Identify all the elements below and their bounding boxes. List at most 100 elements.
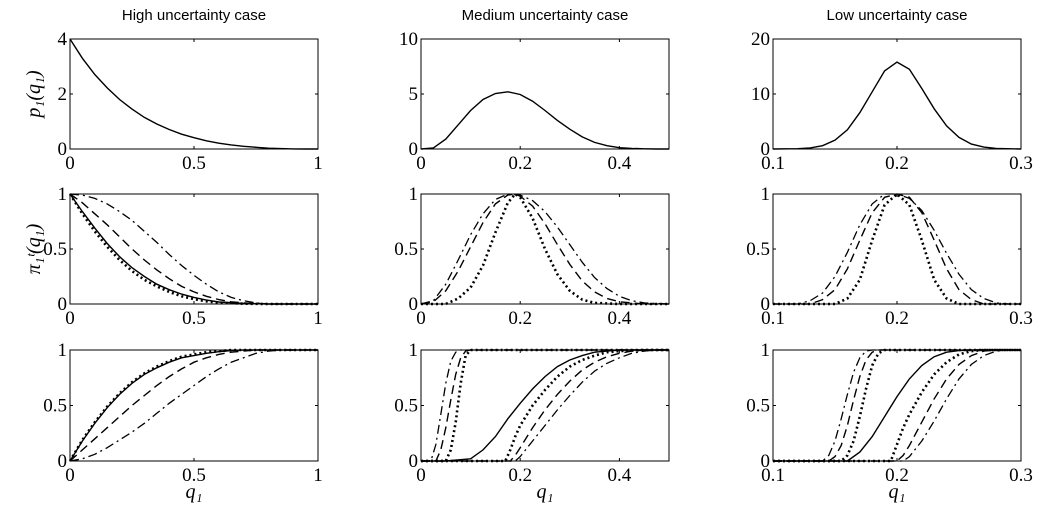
panel-row2-col1: 0 0.5 1 0 0.5 1 π₁ᵗ(q₁) [23, 184, 323, 329]
y-tick-label: 1 [409, 184, 419, 205]
panel-title: Low uncertainty case [827, 7, 968, 24]
axes-frame [69, 193, 319, 305]
y-tick-label: 0.5 [746, 396, 770, 417]
series-line-dashed [773, 349, 1021, 462]
y-tick-label: 1 [409, 340, 419, 361]
x-tick-label: 0.2 [508, 308, 532, 329]
axes-frame [420, 193, 670, 305]
x-tick-label: 0 [65, 465, 75, 486]
series-line-dotted [421, 348, 669, 463]
y-tick-label: 0.5 [43, 239, 67, 260]
y-tick-label: 0.5 [746, 239, 770, 260]
series-line-solid [773, 349, 1021, 462]
x-tick-label: 0.2 [508, 153, 532, 174]
series-line-dashdot [420, 193, 670, 305]
series-line-dashdot [69, 349, 318, 462]
x-tick-label: 0.3 [1009, 153, 1033, 174]
series-line-solid [69, 38, 318, 150]
x-tick-label: 0.4 [608, 153, 632, 174]
series-line-solid [69, 193, 318, 305]
y-tick-label: 4 [58, 29, 68, 50]
x-tick-label: 0 [65, 153, 75, 174]
axes-frame [420, 38, 670, 150]
y-tick-label: 2 [58, 84, 68, 105]
series-line-dashdot [773, 193, 1021, 305]
y-tick-label: 0.5 [394, 239, 418, 260]
series-line-dashdot [773, 349, 1021, 462]
y-tick-label: 0.5 [394, 396, 418, 417]
axes-frame [69, 38, 319, 150]
y-tick-label: 0.5 [43, 396, 67, 417]
series-line-solid [69, 349, 318, 462]
x-tick-label: 0.1 [761, 153, 785, 174]
y-tick-label: 1 [761, 340, 771, 361]
series-line-dotted [421, 348, 669, 463]
panel-row2-col3: 0.1 0.2 0.3 0 0.5 1 [746, 184, 1033, 329]
series-line-dotted [421, 192, 669, 306]
series-line-solid [420, 91, 669, 150]
y-tick-label: 0 [409, 294, 419, 315]
x-tick-label: 0.2 [885, 308, 909, 329]
series-line-dashed [773, 349, 1021, 462]
x-tick-label: 0 [65, 308, 75, 329]
y-tick-label: 0 [58, 451, 68, 472]
y-tick-label: 20 [751, 29, 770, 50]
y-tick-label: 1 [58, 184, 68, 205]
x-tick-label: 0.1 [761, 308, 785, 329]
x-tick-label: 0.2 [885, 153, 909, 174]
axes-frame [772, 38, 1022, 150]
series-line-dotted [773, 348, 1021, 463]
x-tick-label: 0.5 [182, 153, 206, 174]
x-tick-label: 1 [313, 153, 323, 174]
series-line-dashdot [421, 349, 669, 462]
x-tick-label: 0.4 [608, 308, 632, 329]
panel-row3-col1: 0 0.5 1 0 0.5 1 q₁ [43, 340, 323, 503]
x-tick-label: 0.2 [508, 465, 532, 486]
y-tick-label: 0 [409, 139, 419, 160]
x-tick-label: 0.1 [761, 465, 785, 486]
y-tick-label: 0 [761, 139, 771, 160]
x-tick-label: 0 [416, 308, 426, 329]
x-tick-label: 1 [313, 465, 323, 486]
x-tick-label: 0.3 [1009, 465, 1033, 486]
panel-row1-col3: 0.1 0.2 0.3 0 10 20 Low uncertainty case [751, 7, 1033, 174]
y-tick-label: 5 [409, 84, 419, 105]
series-line-dashed [69, 193, 318, 305]
panel-row1-col2: 0 0.2 0.4 0 5 10 Medium uncertainty case [399, 7, 670, 174]
panel-row1-col1: 0 0.5 1 0 2 4 High uncertainty case p₁(q₁) [23, 7, 323, 174]
series-line-dotted [773, 348, 1021, 463]
x-tick-label: 0.4 [608, 465, 632, 486]
y-tick-label: 10 [399, 29, 418, 50]
series-line-dotted [68, 193, 318, 306]
x-axis-label: q₁ [537, 481, 554, 503]
series-line-dashed [773, 193, 1021, 305]
y-tick-label: 0 [409, 451, 419, 472]
y-tick-label: 0 [761, 451, 771, 472]
series-line-solid [421, 349, 669, 462]
panel-row2-col2: 0 0.2 0.4 0 0.5 1 [394, 184, 670, 329]
axes-frame [772, 193, 1022, 305]
series-line-dashdot [773, 349, 1021, 462]
x-tick-label: 1 [313, 308, 323, 329]
series-line-dashed [420, 193, 669, 305]
y-axis-label: π₁ᵗ(q₁) [23, 223, 45, 274]
y-tick-label: 0 [761, 294, 771, 315]
y-tick-label: 1 [58, 340, 68, 361]
y-tick-label: 0 [58, 139, 68, 160]
y-tick-label: 1 [761, 184, 771, 205]
y-tick-label: 10 [751, 84, 770, 105]
series-line-dashed [421, 349, 669, 462]
x-tick-label: 0.2 [885, 465, 909, 486]
x-tick-label: 0.5 [182, 308, 206, 329]
x-tick-label: 0.3 [1009, 308, 1033, 329]
y-axis-label: p₁(q₁) [23, 70, 45, 120]
panel-row3-col2: 0 0.2 0.4 0 0.5 1 q₁ [394, 340, 670, 503]
panel-title: High uncertainty case [122, 7, 266, 24]
y-tick-label: 0 [58, 294, 68, 315]
x-axis-label: q₁ [889, 481, 906, 503]
x-tick-label: 0.5 [182, 465, 206, 486]
x-tick-label: 0 [416, 153, 426, 174]
series-line-dotted [68, 348, 318, 462]
series-line-dashed [69, 349, 318, 462]
